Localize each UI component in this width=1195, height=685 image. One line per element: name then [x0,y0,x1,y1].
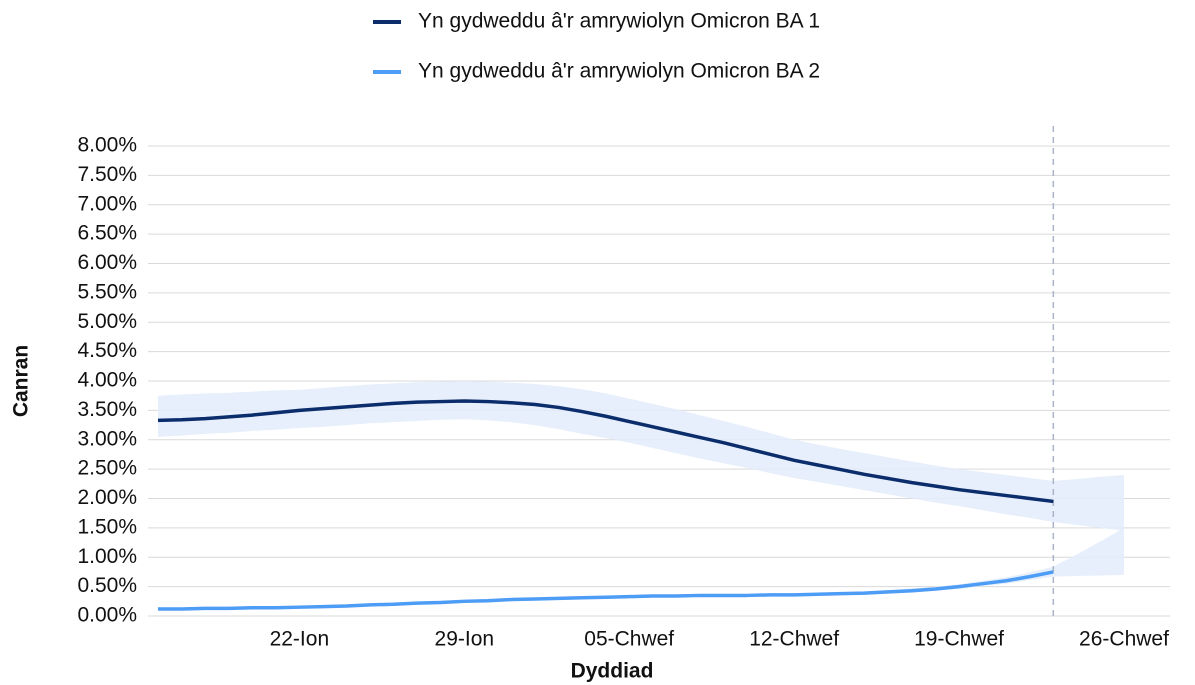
y-tick-label: 7.50% [77,163,137,186]
x-tick-label: 26-Chwef [1079,628,1169,651]
y-tick-label: 1.00% [77,545,137,568]
y-tick-label: 3.50% [77,398,137,421]
x-tick-label: 22-Ion [270,628,330,651]
y-tick-label: 2.00% [77,486,137,509]
x-tick-label: 29-Ion [435,628,495,651]
legend-label: Yn gydweddu â'r amrywiolyn Omicron BA 1 [418,10,820,33]
y-tick-label: 4.00% [77,369,137,392]
y-tick-label: 8.00% [77,134,137,157]
y-tick-label: 5.00% [77,310,137,333]
y-tick-label: 1.50% [77,515,137,538]
y-tick-label: 2.50% [77,457,137,480]
y-tick-label: 4.50% [77,339,137,362]
y-tick-label: 0.50% [77,574,137,597]
y-axis-title: Canran [10,345,33,417]
series-line [157,399,1054,504]
series-line [158,570,1054,611]
y-tick-label: 3.00% [77,427,137,450]
x-tick-label: 12-Chwef [749,628,839,651]
x-tick-label: 19-Chwef [914,628,1004,651]
y-tick-label: 7.00% [77,192,137,215]
legend-label: Yn gydweddu â'r amrywiolyn Omicron BA 2 [418,60,820,83]
y-tick-label: 6.50% [77,222,137,245]
y-tick-label: 5.50% [77,280,137,303]
x-tick-label: 05-Chwef [584,628,674,651]
x-axis-title: Dyddiad [571,660,654,683]
confidence-band [158,381,1124,531]
y-tick-label: 6.00% [77,251,137,274]
y-tick-label: 0.00% [77,604,137,627]
